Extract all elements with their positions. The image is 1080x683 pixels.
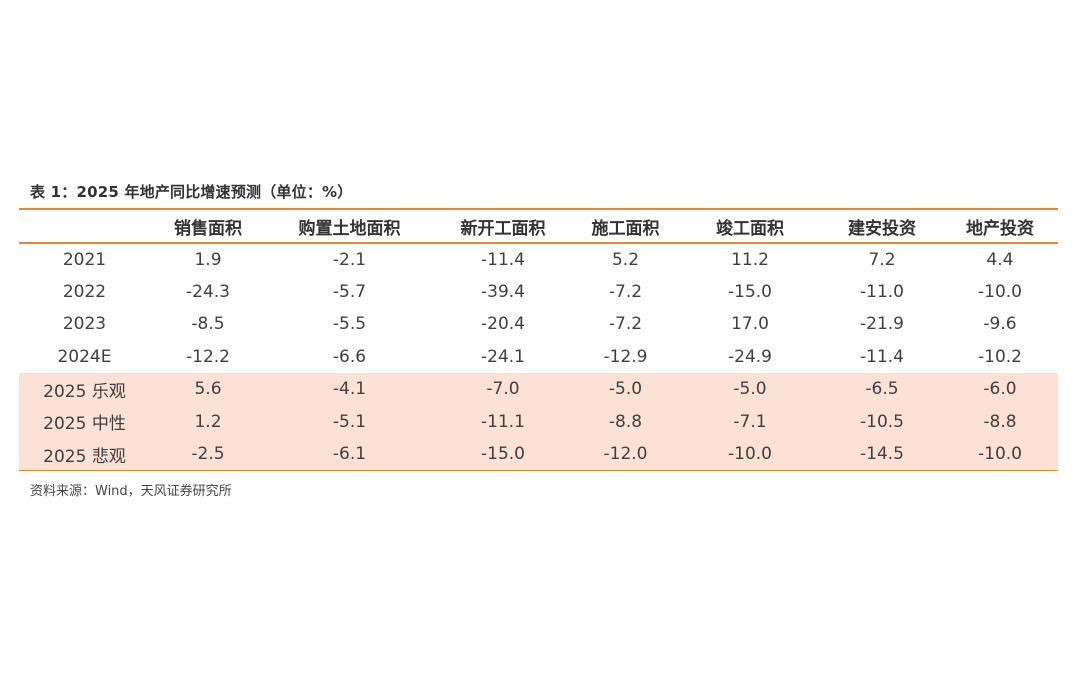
table-cell: -8.8 bbox=[573, 405, 678, 438]
table-cell: -2.1 bbox=[332, 249, 367, 270]
forecast-table: 销售面积 购置土地面积 新开工面积 施工面积 竣工面积 建安投资 地产投资 20… bbox=[19, 208, 1058, 471]
table-cell: -6.1 bbox=[266, 438, 433, 471]
row-label: 2024E bbox=[57, 346, 112, 367]
table-cell: 5.6 bbox=[150, 373, 266, 406]
table-cell: -24.3 bbox=[186, 281, 230, 302]
table-cell: -2.5 bbox=[150, 438, 266, 471]
table-cell: -12.9 bbox=[603, 346, 648, 367]
table-cell: -20.4 bbox=[481, 314, 525, 335]
table-cell: 1.9 bbox=[194, 249, 222, 270]
table-cell: -11.4 bbox=[860, 346, 904, 367]
table-cell: -7.0 bbox=[433, 373, 573, 406]
scenario-row: 2025 悲观 -2.5 -6.1 -15.0 -12.0 -10.0 -14.… bbox=[19, 438, 1058, 471]
table-cell: -11.1 bbox=[433, 405, 573, 438]
table-cell: -7.2 bbox=[608, 281, 643, 302]
column-header: 地产投资 bbox=[942, 208, 1058, 244]
table-cell: -24.9 bbox=[728, 346, 772, 367]
row-label: 2023 bbox=[62, 314, 107, 335]
column-header: 销售面积 bbox=[150, 208, 266, 244]
column-header: 购置土地面积 bbox=[266, 208, 433, 244]
table-cell: -12.2 bbox=[186, 346, 230, 367]
table-cell: -11.4 bbox=[481, 249, 525, 270]
table-cell: -10.0 bbox=[978, 281, 1022, 302]
column-header: 竣工面积 bbox=[678, 208, 822, 244]
table-row: 2023 -8.5 -5.5 -20.4 -7.2 17.0 -21.9 -9.… bbox=[19, 308, 1058, 341]
source-note: 资料来源：Wind，天风证券研究所 bbox=[30, 484, 232, 499]
table-cell: -4.1 bbox=[266, 373, 433, 406]
table-cell: -39.4 bbox=[481, 281, 525, 302]
table-cell: -6.0 bbox=[942, 373, 1058, 406]
table-cell: -5.1 bbox=[266, 405, 433, 438]
table-row: 2024E -12.2 -6.6 -24.1 -12.9 -24.9 -11.4… bbox=[19, 341, 1058, 374]
table-cell: 1.2 bbox=[150, 405, 266, 438]
scenario-row: 2025 乐观 5.6 -4.1 -7.0 -5.0 -5.0 -6.5 -6.… bbox=[19, 373, 1058, 406]
row-label: 2025 中性 bbox=[19, 405, 150, 438]
table-cell: 17.0 bbox=[731, 314, 769, 335]
table-cell: -6.5 bbox=[822, 373, 942, 406]
table-cell: -24.1 bbox=[481, 346, 525, 367]
table-cell: -12.0 bbox=[573, 438, 678, 471]
column-header: 建安投资 bbox=[822, 208, 942, 244]
table-cell: -5.5 bbox=[332, 314, 367, 335]
table-cell: -5.0 bbox=[573, 373, 678, 406]
table-cell: -6.6 bbox=[332, 346, 367, 367]
scenario-row: 2025 中性 1.2 -5.1 -11.1 -8.8 -7.1 -10.5 -… bbox=[19, 405, 1058, 438]
table-cell: -10.0 bbox=[942, 438, 1058, 471]
table-cell: -8.5 bbox=[191, 314, 225, 335]
column-header: 施工面积 bbox=[573, 208, 678, 244]
table-cell: -5.7 bbox=[332, 281, 367, 302]
column-header: 新开工面积 bbox=[433, 208, 573, 244]
table-cell: -5.0 bbox=[678, 373, 822, 406]
row-label: 2022 bbox=[62, 281, 107, 302]
table-cell: 5.2 bbox=[611, 249, 640, 270]
table-row: 2022 -24.3 -5.7 -39.4 -7.2 -15.0 -11.0 -… bbox=[19, 276, 1058, 309]
table-cell: 4.4 bbox=[986, 249, 1014, 270]
column-header-corner bbox=[19, 208, 150, 244]
table-cell: 7.2 bbox=[868, 249, 896, 270]
table-header-row: 销售面积 购置土地面积 新开工面积 施工面积 竣工面积 建安投资 地产投资 bbox=[19, 208, 1058, 244]
table-cell: -8.8 bbox=[942, 405, 1058, 438]
row-label: 2025 悲观 bbox=[19, 438, 150, 471]
row-label: 2021 bbox=[62, 249, 107, 270]
table-cell: -7.2 bbox=[608, 314, 643, 335]
table-cell: -10.5 bbox=[822, 405, 942, 438]
table-cell: -21.9 bbox=[860, 314, 904, 335]
table-cell: -10.0 bbox=[678, 438, 822, 471]
table-cell: -10.2 bbox=[978, 346, 1022, 367]
table-title: 表 1：2025 年地产同比增速预测（单位：%） bbox=[30, 183, 353, 201]
table-cell: -15.0 bbox=[433, 438, 573, 471]
table-row: 2021 1.9 -2.1 -11.4 5.2 11.2 7.2 4.4 bbox=[19, 243, 1058, 276]
table-cell: -7.1 bbox=[678, 405, 822, 438]
row-label: 2025 乐观 bbox=[19, 373, 150, 406]
table-cell: -11.0 bbox=[860, 281, 904, 302]
table-cell: -14.5 bbox=[822, 438, 942, 471]
table-cell: -15.0 bbox=[728, 281, 772, 302]
table-cell: -9.6 bbox=[983, 314, 1017, 335]
table-cell: 11.2 bbox=[731, 249, 769, 270]
